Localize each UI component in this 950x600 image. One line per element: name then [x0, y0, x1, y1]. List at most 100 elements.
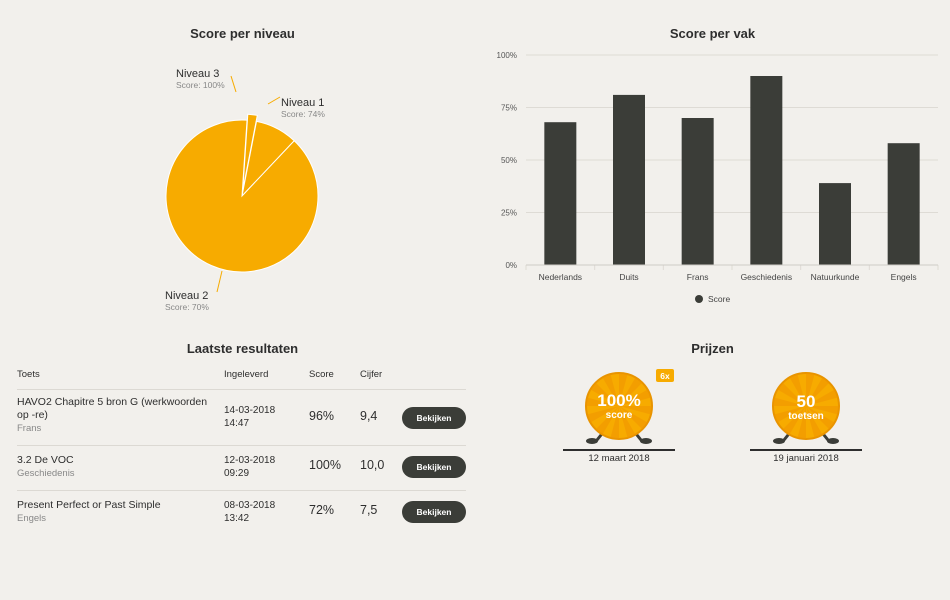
- medal-ray: [774, 406, 806, 423]
- bar[interactable]: [681, 118, 714, 265]
- row-subject: Engels: [17, 513, 47, 524]
- row-grade: 7,5: [360, 503, 378, 517]
- y-tick-label: 75%: [501, 104, 517, 113]
- prize-card: 100% score 6x 12 maart 2018: [563, 366, 675, 466]
- pie-slice-label: Niveau 3: [176, 68, 219, 80]
- medal-ray: [789, 374, 806, 406]
- medal-ray: [806, 406, 835, 430]
- header-toets: Toets: [17, 369, 40, 380]
- medal-ray: [619, 377, 643, 406]
- medal-ray: [619, 389, 651, 406]
- row-date-time: 13:42: [224, 513, 250, 524]
- medal-ray: [806, 373, 815, 406]
- header-score: Score: [309, 369, 334, 380]
- row-toets: 3.2 De VOC Geschiedenis: [17, 454, 217, 480]
- row-grade: 10,0: [360, 458, 385, 472]
- medal-ray: [590, 382, 619, 406]
- row-date: 12-03-2018 09:29: [224, 454, 275, 480]
- row-title: Present Perfect or Past Simple: [17, 499, 161, 511]
- y-tick-label: 50%: [501, 156, 517, 165]
- row-title: 3.2 De VOC: [17, 454, 74, 466]
- bar[interactable]: [887, 143, 920, 265]
- row-date-time: 09:29: [224, 468, 250, 479]
- pie-slice-score: Score: 74%: [281, 109, 325, 119]
- medal-ray: [797, 406, 806, 439]
- medal-ray: [619, 406, 648, 430]
- row-subject: Geschiedenis: [17, 468, 75, 479]
- row-toets: HAVO2 Chapitre 5 bron G (werkwoorden op …: [17, 396, 217, 435]
- medal-ray: [806, 377, 830, 406]
- row-date-day: 12-03-2018: [224, 455, 276, 466]
- row-score: 96%: [309, 409, 335, 423]
- medal-ray: [619, 406, 636, 438]
- bar[interactable]: [544, 122, 577, 265]
- bar[interactable]: [613, 94, 645, 266]
- table-row: 3.2 De VOC Geschiedenis 12-03-2018 09:29…: [17, 446, 466, 491]
- results-title: Laatste resultaten: [186, 341, 299, 356]
- prize-line2: score: [606, 410, 633, 421]
- medal-ray: [586, 397, 619, 406]
- medal-icon: 50 toetsen: [750, 372, 862, 451]
- row-date: 08-03-2018 13:42: [224, 499, 275, 525]
- row-score: 100%: [309, 458, 341, 472]
- row-toets: Present Perfect or Past Simple Engels: [17, 499, 217, 525]
- prize-count-text: 6x: [660, 371, 670, 381]
- y-tick-label: 0%: [505, 261, 517, 270]
- view-result-button[interactable]: Bekijken: [402, 501, 466, 523]
- view-result-button[interactable]: Bekijken: [402, 407, 466, 429]
- row-date-day: 14-03-2018: [224, 405, 276, 416]
- medal-ray: [595, 406, 619, 435]
- medal-ray: [806, 406, 839, 415]
- prize-date: 12 maart 2018: [588, 453, 650, 464]
- bar-chart: 0% 25% 50% 75% 100% Nederlands Duits Frans Gesc…: [497, 51, 939, 304]
- prize-line2: toetsen: [788, 411, 824, 422]
- pie-slice-score: Score: 100%: [176, 80, 225, 90]
- pie-slice-label: Niveau 1: [281, 97, 324, 109]
- results-header: Toets Ingeleverd Score Cijfer: [17, 362, 466, 390]
- pie-slice[interactable]: [242, 113, 258, 191]
- bar[interactable]: [750, 76, 783, 265]
- row-grade: 9,4: [360, 409, 378, 423]
- pie-chart-title: Score per niveau: [190, 26, 295, 41]
- medal-ray: [806, 389, 838, 406]
- row-date-day: 08-03-2018: [224, 500, 276, 511]
- medal-ray: [610, 406, 619, 439]
- pie-slice[interactable]: [165, 119, 319, 273]
- prizes-title: Prijzen: [691, 341, 734, 356]
- x-tick-label: Natuurkunde: [811, 272, 860, 282]
- x-tick-label: Duits: [619, 272, 638, 282]
- prize-count-badge: [656, 369, 674, 382]
- row-title: HAVO2 Chapitre 5 bron G (werkwoorden op …: [17, 396, 208, 421]
- x-tick-label: Geschiedenis: [741, 272, 793, 282]
- results-table: Toets Ingeleverd Score Cijfer HAVO2 Chap…: [17, 362, 466, 536]
- legend-label[interactable]: Score: [708, 294, 730, 304]
- medal-ray: [777, 382, 806, 406]
- row-subject: Frans: [17, 423, 42, 434]
- x-tick-label: Engels: [891, 272, 917, 282]
- legend-marker[interactable]: [695, 295, 703, 303]
- y-tick-label: 25%: [501, 209, 517, 218]
- bar[interactable]: [819, 183, 851, 265]
- prize-line1: 50: [797, 392, 816, 411]
- medal-ray: [773, 397, 806, 406]
- x-tick-label: Nederlands: [539, 272, 582, 282]
- pie-slice-score: Score: 70%: [165, 302, 209, 312]
- row-date-time: 14:47: [224, 418, 250, 429]
- medal-ray: [587, 406, 619, 423]
- header-ingeleverd: Ingeleverd: [224, 369, 269, 380]
- medal-ray: [806, 406, 823, 438]
- row-score: 72%: [309, 503, 335, 517]
- x-tick-label: Frans: [687, 272, 709, 282]
- table-row: HAVO2 Chapitre 5 bron G (werkwoorden op …: [17, 390, 466, 446]
- medal-ray: [602, 374, 619, 406]
- medal-ray: [782, 406, 806, 435]
- row-date: 14-03-2018 14:47: [224, 404, 275, 430]
- y-tick-label: 100%: [497, 51, 517, 60]
- bar-chart-title: Score per vak: [669, 26, 756, 41]
- view-result-button[interactable]: Bekijken: [402, 456, 466, 478]
- medal-icon: 100% score 6x: [563, 369, 675, 451]
- table-row: Present Perfect or Past Simple Engels 08…: [17, 491, 466, 536]
- header-cijfer: Cijfer: [360, 369, 383, 380]
- pie-label-connector: [267, 96, 281, 105]
